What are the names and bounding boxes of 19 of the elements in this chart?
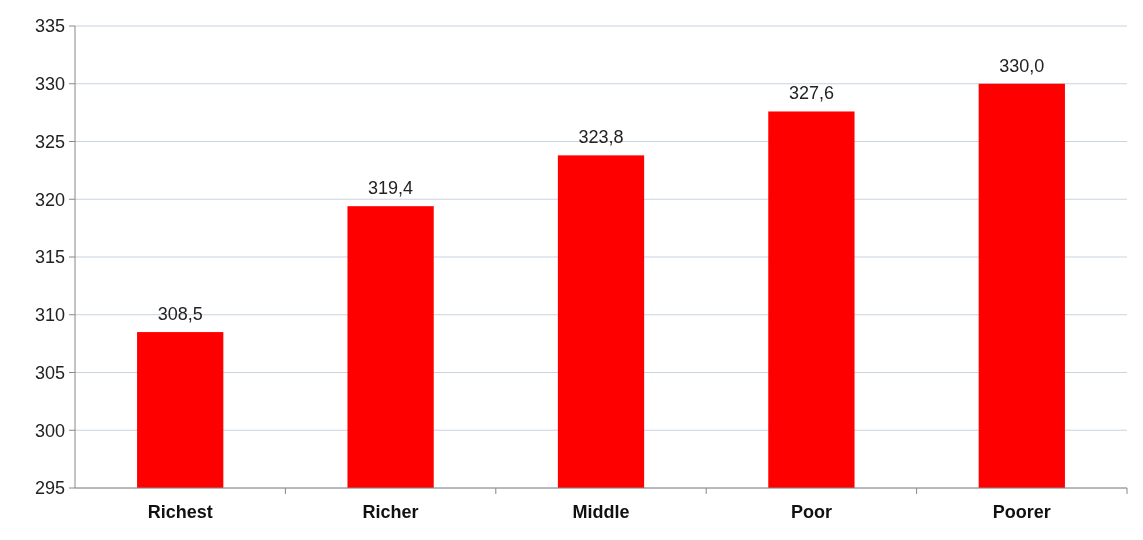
y-tick-label: 295 <box>34 478 65 499</box>
data-label: 327,6 <box>788 83 834 104</box>
x-tick-label: Richer <box>362 502 419 522</box>
x-tick-label: Middle <box>572 502 630 522</box>
x-tick-label: Poorer <box>992 502 1051 522</box>
data-label: 319,4 <box>368 178 414 199</box>
x-tick-label: Richest <box>147 502 213 522</box>
y-tick-label: 300 <box>34 420 65 441</box>
y-tick-label: 330 <box>34 74 65 95</box>
data-label: 330,0 <box>999 55 1045 76</box>
y-tick-label: 305 <box>34 362 65 383</box>
y-tick-label: 320 <box>34 189 65 210</box>
y-tick-label: 310 <box>34 305 65 326</box>
data-label: 308,5 <box>157 304 203 325</box>
x-tick-label: Poor <box>790 502 832 522</box>
y-tick-label: 315 <box>34 247 65 268</box>
y-tick-label: 335 <box>34 16 65 37</box>
y-tick-label: 325 <box>34 131 65 152</box>
data-label: 323,8 <box>578 127 624 148</box>
